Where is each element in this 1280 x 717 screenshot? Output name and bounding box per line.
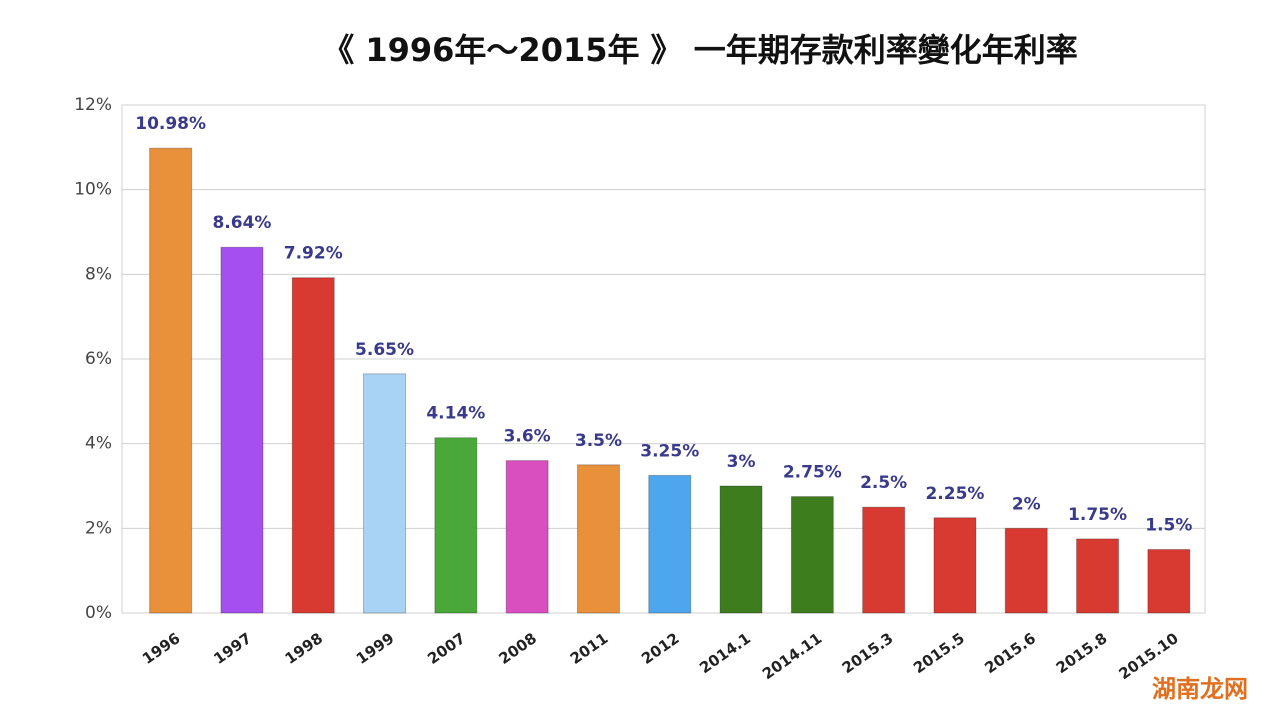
y-tick-label: 6%: [85, 349, 112, 369]
value-label: 7.92%: [284, 244, 343, 264]
value-label: 5.65%: [355, 340, 414, 360]
value-label: 3.25%: [640, 441, 699, 461]
y-tick-label: 8%: [85, 264, 112, 284]
bar: [1147, 549, 1191, 614]
bar: [576, 464, 620, 614]
value-label: 3%: [727, 452, 756, 472]
value-label: 3.6%: [504, 427, 551, 447]
bar: [862, 506, 906, 614]
y-tick-label: 12%: [74, 95, 112, 115]
bar: [363, 373, 407, 614]
value-label: 10.98%: [135, 114, 206, 134]
watermark: 湖南龙网: [1152, 675, 1248, 703]
bar: [1004, 527, 1048, 614]
y-tick-label: 4%: [85, 434, 112, 454]
bar: [648, 474, 692, 614]
value-label: 8.64%: [212, 213, 271, 233]
value-label: 4.14%: [426, 404, 485, 424]
bar: [434, 437, 478, 614]
bar: [719, 485, 763, 614]
bar: [1076, 538, 1120, 614]
bar: [149, 147, 193, 614]
value-label: 2.75%: [783, 463, 842, 483]
bar: [291, 277, 335, 614]
value-label: 1.75%: [1068, 505, 1127, 525]
y-tick-label: 0%: [85, 603, 112, 623]
value-label: 2.5%: [860, 473, 907, 493]
chart-title: 《 1996年～2015年 》 一年期存款利率變化年利率: [322, 31, 1078, 69]
value-label: 3.5%: [575, 431, 622, 451]
bar: [220, 246, 264, 614]
y-tick-label: 10%: [74, 180, 112, 200]
bar: [933, 517, 977, 614]
value-label: 2.25%: [925, 484, 984, 504]
value-label: 1.5%: [1145, 516, 1192, 536]
y-tick-label: 2%: [85, 518, 112, 538]
value-label: 2%: [1012, 494, 1041, 514]
bar: [790, 496, 834, 614]
bar: [505, 460, 549, 614]
